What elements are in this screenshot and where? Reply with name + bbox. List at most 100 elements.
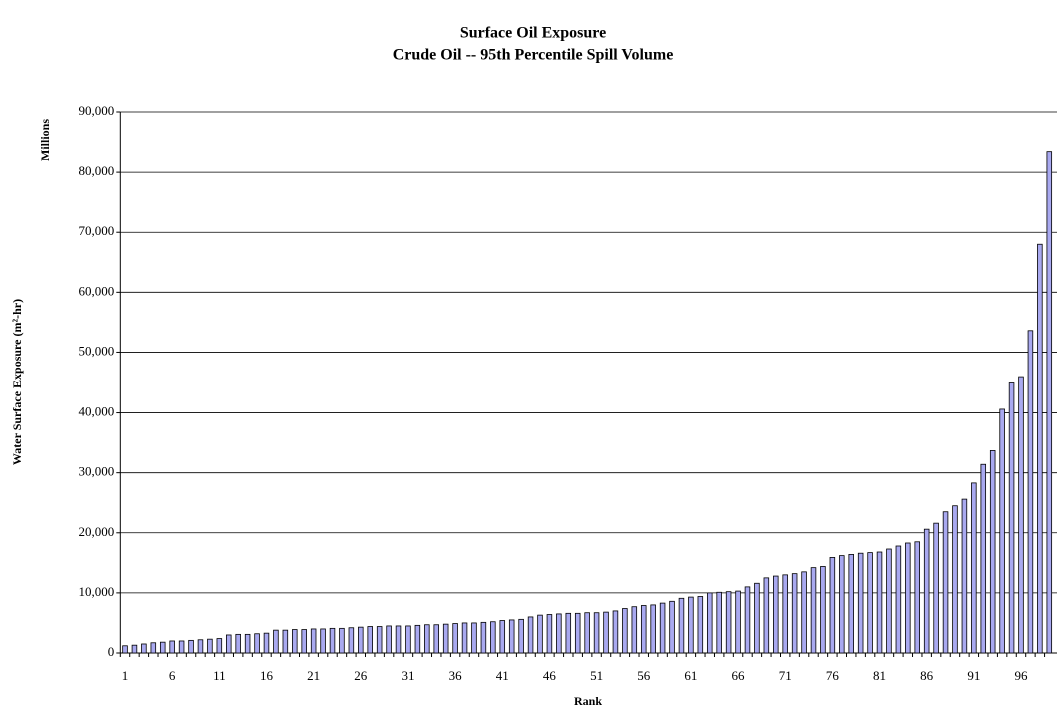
bar [178, 640, 185, 654]
bar [235, 633, 241, 654]
bar [980, 463, 987, 654]
bar [725, 591, 732, 654]
bar [1018, 376, 1024, 654]
x-tick-label: 6 [169, 668, 176, 683]
bar [226, 634, 232, 654]
bar [197, 639, 204, 654]
y-unit: Millions [38, 119, 52, 161]
bar [565, 612, 572, 654]
bar [603, 611, 609, 654]
bar [159, 641, 166, 654]
bar [122, 645, 128, 654]
bar [1027, 330, 1034, 654]
bar [301, 629, 307, 654]
bar [358, 626, 364, 654]
x-tick-label: 56 [637, 668, 651, 683]
y-tick-label: 0 [108, 644, 115, 659]
bar [424, 624, 430, 654]
bar [622, 608, 628, 654]
bar [971, 482, 977, 654]
bar [1046, 151, 1053, 654]
bar [292, 629, 298, 654]
y-tick-label: 90,000 [79, 103, 115, 118]
bar [329, 627, 336, 654]
bar [320, 628, 326, 654]
x-tick-label: 96 [1014, 668, 1028, 683]
bar [631, 606, 638, 654]
bar [782, 574, 788, 654]
bar [537, 614, 543, 654]
x-tick-label: 1 [122, 668, 129, 683]
bar [754, 582, 760, 654]
bar [405, 625, 411, 654]
y-tick-label: 10,000 [79, 584, 115, 599]
bar [706, 592, 713, 654]
bar [697, 596, 704, 654]
bar [263, 632, 270, 654]
chart-title: Surface Oil Exposure [460, 25, 606, 42]
bar [820, 566, 826, 654]
bar [169, 640, 175, 654]
x-tick-label: 41 [496, 668, 509, 683]
bar [688, 596, 694, 654]
x-tick-label: 81 [873, 668, 886, 683]
bar [499, 620, 506, 654]
bar [1037, 243, 1043, 654]
bar [216, 638, 223, 654]
bar [678, 597, 685, 654]
bar [989, 450, 996, 654]
y-tick-label: 70,000 [79, 223, 115, 238]
bar [923, 528, 930, 654]
bar [848, 554, 854, 654]
x-axis-title: Rank [574, 694, 602, 708]
bar [471, 622, 477, 654]
bar [650, 604, 656, 654]
bar [367, 626, 373, 654]
bar [376, 626, 383, 654]
bar [273, 629, 279, 654]
bar [414, 624, 421, 654]
bar [839, 555, 845, 654]
bar [546, 614, 553, 654]
bar [876, 551, 883, 654]
bar [612, 610, 619, 654]
x-tick-label: 21 [307, 668, 320, 683]
bar [518, 618, 524, 654]
chart-subtitle: Crude Oil -- 95th Percentile Spill Volum… [393, 47, 674, 64]
bar [480, 621, 487, 654]
y-tick-label: 20,000 [79, 524, 115, 539]
x-tick-label: 51 [590, 668, 603, 683]
bar [914, 541, 921, 654]
bar [593, 612, 600, 654]
bar [744, 586, 751, 654]
bar [640, 605, 647, 654]
bar [867, 552, 873, 654]
y-tick-label: 60,000 [79, 283, 115, 298]
bar [942, 511, 949, 654]
bar [339, 627, 345, 654]
bar [386, 625, 392, 654]
bar [207, 638, 213, 654]
bar [905, 542, 911, 654]
bar [857, 552, 864, 654]
x-tick-label: 36 [449, 668, 463, 683]
bar [669, 600, 675, 654]
bar [150, 642, 157, 654]
x-tick-label: 71 [779, 668, 792, 683]
y-tick-label: 50,000 [79, 343, 115, 358]
bar [282, 629, 289, 654]
bar [244, 633, 251, 654]
bar [131, 644, 138, 654]
bar [310, 628, 317, 654]
x-tick-label: 66 [732, 668, 746, 683]
x-tick-label: 76 [826, 668, 840, 683]
x-tick-label: 46 [543, 668, 557, 683]
bar [442, 623, 449, 654]
bar [763, 577, 770, 654]
x-tick-label: 31 [401, 668, 414, 683]
bar [735, 590, 741, 654]
bar [508, 619, 515, 654]
y-tick-label: 30,000 [79, 464, 115, 479]
